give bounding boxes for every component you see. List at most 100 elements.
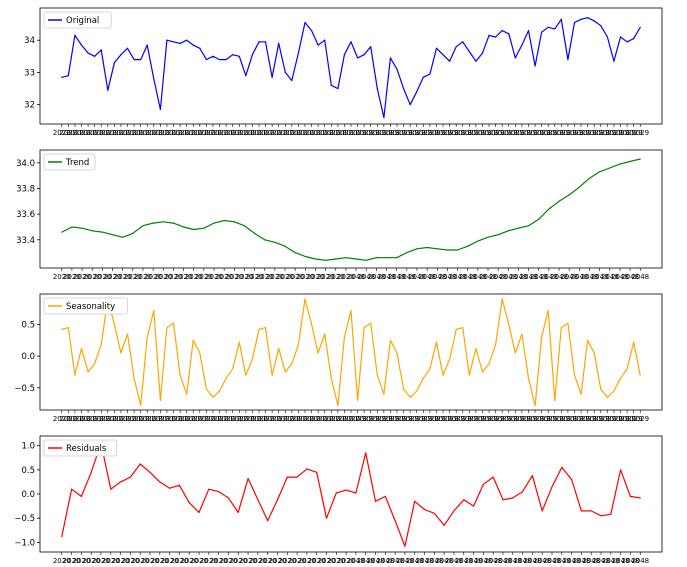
data-point	[626, 368, 628, 370]
data-point	[416, 390, 418, 392]
x-tick-label: 2029	[474, 415, 492, 423]
x-tick-label: 2029	[362, 415, 380, 423]
x-tick-label: 2020	[66, 415, 84, 423]
data-point	[600, 388, 602, 390]
data-point	[316, 471, 318, 473]
x-tick-label: 2048	[581, 273, 599, 281]
data-point	[61, 328, 63, 331]
x-tick-label: 2020	[195, 273, 213, 281]
data-point	[80, 347, 83, 350]
data-point	[212, 396, 214, 398]
data-point	[67, 326, 69, 329]
legend-box	[43, 439, 117, 457]
x-tick-label: 2020	[185, 273, 203, 281]
data-point	[620, 469, 622, 471]
data-point	[179, 42, 181, 45]
data-point	[560, 326, 562, 329]
x-tick-label: 2029	[408, 129, 426, 137]
data-point	[467, 245, 469, 247]
data-point	[422, 76, 424, 78]
data-point	[365, 259, 367, 261]
data-point	[87, 52, 89, 54]
x-tick-label: 2029	[362, 129, 380, 137]
data-point	[335, 258, 337, 260]
x-tick-label: 2020	[211, 129, 229, 137]
x-tick-label: 2020	[204, 129, 222, 137]
x-tick-label: 2029	[349, 415, 367, 423]
x-tick-label: 2020	[336, 129, 354, 137]
data-point	[446, 249, 449, 251]
x-tick-label: 2020	[171, 415, 189, 423]
data-point	[223, 219, 225, 222]
data-point	[599, 171, 601, 173]
x-tick-label: 2020	[171, 129, 189, 137]
data-point	[409, 396, 411, 398]
y-tick-label: −1.0	[14, 538, 35, 548]
x-tick-label: 2048	[560, 273, 578, 281]
data-point	[363, 326, 365, 329]
data-point	[107, 89, 109, 91]
x-tick-label: 2020	[63, 557, 81, 565]
panel-trend: 33.433.633.834.0202020202020202020202020…	[16, 149, 663, 281]
x-tick-label: 2020	[217, 129, 235, 137]
x-tick-label: 2020	[66, 129, 84, 137]
data-point	[238, 341, 240, 343]
x-tick-label: 2029	[395, 415, 413, 423]
x-tick-label: 2048	[386, 557, 404, 565]
data-point	[481, 52, 484, 54]
data-point	[205, 58, 207, 61]
data-point	[396, 68, 398, 70]
data-point	[547, 309, 549, 312]
x-tick-label: 2029	[585, 129, 603, 137]
x-tick-label: 2020	[92, 557, 110, 565]
data-point	[297, 344, 300, 346]
x-tick-label: 2020	[329, 129, 347, 137]
legend-label: Trend	[65, 158, 89, 168]
data-point	[580, 18, 582, 20]
x-tick-label: 2020	[276, 129, 294, 137]
x-tick-label: 2048	[621, 273, 639, 281]
data-point	[389, 339, 392, 341]
series-line-seasonality	[61, 298, 641, 407]
data-point	[502, 499, 504, 501]
x-tick-label: 2020	[141, 557, 159, 565]
data-point	[501, 298, 503, 300]
y-tick-label: 0.5	[21, 466, 35, 476]
data-point	[286, 476, 288, 478]
data-point	[284, 71, 286, 74]
x-tick-label: 2020	[158, 415, 176, 423]
x-tick-label: 2048	[520, 273, 538, 281]
data-point	[304, 255, 306, 258]
data-point	[385, 257, 388, 259]
data-point	[324, 39, 326, 41]
x-tick-label: 2048	[357, 557, 375, 565]
x-tick-label: 2020	[342, 129, 360, 137]
x-tick-label: 2048	[347, 273, 365, 281]
x-tick-label: 2029	[493, 415, 511, 423]
data-point	[264, 41, 267, 43]
data-point	[350, 41, 352, 43]
x-tick-label: 2048	[514, 557, 532, 565]
x-tick-label: 2029	[598, 129, 616, 137]
data-point	[475, 60, 477, 62]
x-tick-label: 2020	[318, 557, 336, 565]
y-tick-label: 33	[24, 68, 35, 78]
data-point	[613, 390, 615, 392]
series-line-original	[61, 17, 641, 119]
x-tick-label: 2020	[105, 129, 123, 137]
data-point	[258, 41, 260, 43]
data-point	[606, 36, 608, 38]
data-point	[172, 322, 175, 324]
data-point	[389, 57, 392, 59]
x-tick-label: 2020	[224, 415, 242, 423]
x-tick-label: 2020	[263, 415, 281, 423]
x-tick-label: 2029	[388, 129, 406, 137]
x-tick-label: 2020	[243, 129, 261, 137]
x-tick-label: 2020	[289, 129, 307, 137]
data-point	[113, 62, 115, 64]
x-tick-label: 2020	[337, 557, 355, 565]
x-tick-label: 2020	[224, 129, 242, 137]
data-point	[442, 374, 444, 376]
data-point	[182, 226, 185, 228]
data-point	[416, 248, 418, 250]
